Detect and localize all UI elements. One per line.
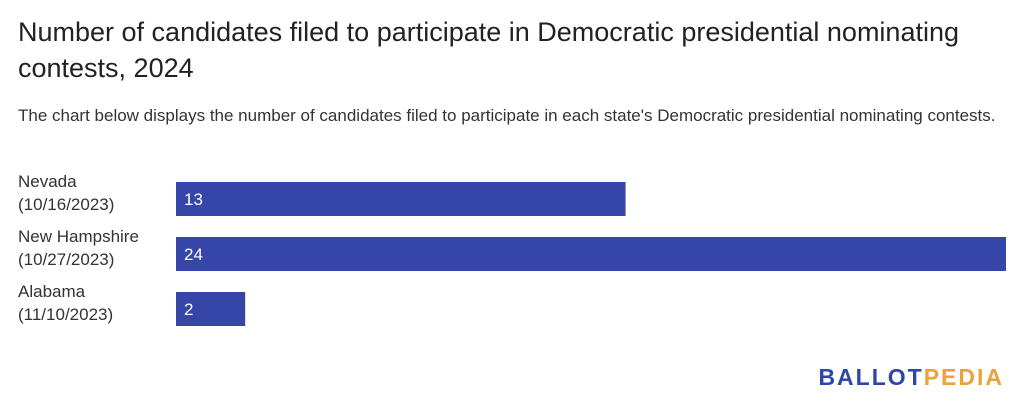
bar-value-label-1: 24 [184,245,203,264]
chart-subtitle: The chart below displays the number of c… [18,106,996,125]
category-label-2-line-0: Alabama [18,282,86,301]
ballotpedia-logo: BALLOTPEDIA [818,364,1004,391]
category-label-2-line-1: (11/10/2023) [18,305,113,324]
category-label-0-line-0: Nevada [18,172,77,191]
logo-part-ballot: BALLOT [818,364,924,390]
category-label-1-line-1: (10/27/2023) [18,250,114,269]
category-label-0-line-1: (10/16/2023) [18,195,114,214]
chart-title: Number of candidates filed to participat… [18,17,959,83]
bar-2 [176,292,246,326]
category-label-1-line-0: New Hampshire [18,227,139,246]
bar-1 [176,237,1006,271]
logo-part-pedia: PEDIA [923,364,1004,390]
bar-0 [176,182,626,216]
bar-chart: 13 Nevada (10/16/2023) 24 New Hampshire (10/2… [18,172,1006,326]
bar-value-label-2: 2 [184,300,193,319]
bar-value-label-0: 13 [184,190,203,209]
